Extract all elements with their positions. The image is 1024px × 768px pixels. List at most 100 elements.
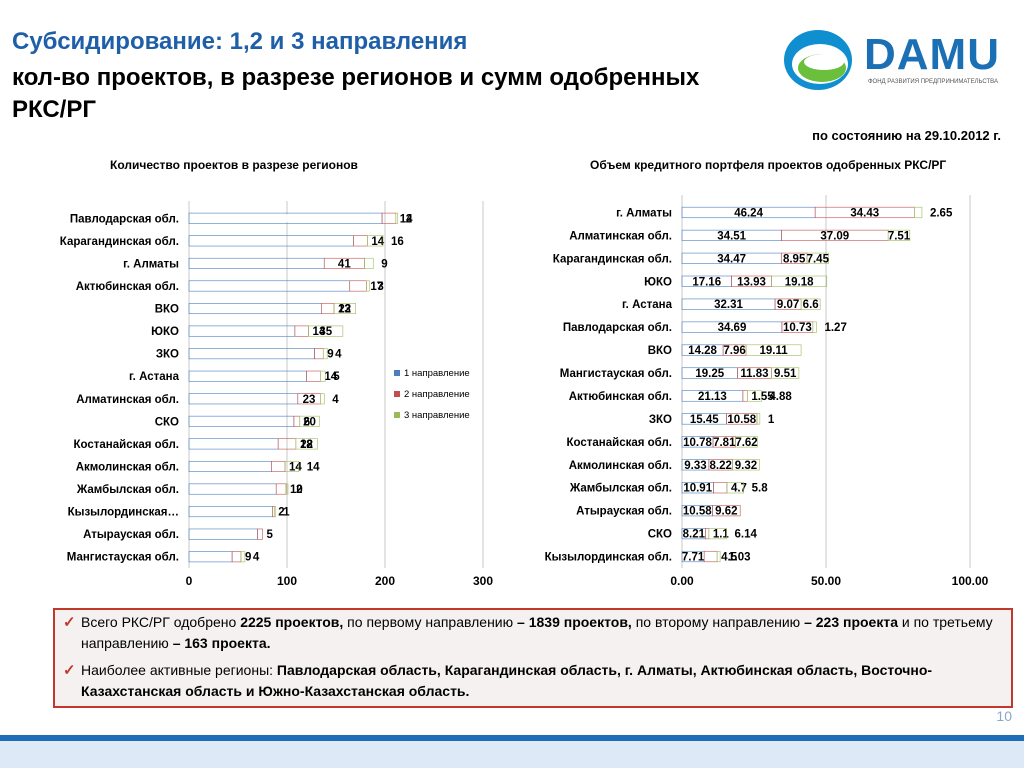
c1-data-label: 135 (246, 304, 266, 316)
logo-wordmark: DAMU (864, 30, 1000, 79)
c1-data-label: 4 (253, 552, 260, 564)
c1-bar (349, 280, 367, 292)
c1-data-label: 23 (303, 394, 316, 406)
logo-emblem-icon (784, 30, 852, 90)
c1-bar (240, 551, 246, 563)
c1-data-label: 84 (224, 461, 237, 473)
c1-data-label: 14 (400, 213, 413, 225)
c1-data-label: 9 (381, 258, 387, 270)
c2-data-label: 7.62 (735, 437, 757, 449)
c2-data-label: 8.22 (710, 460, 732, 472)
c2-bar (812, 321, 817, 333)
c1-data-label: 4 (335, 349, 342, 361)
c1-bar (366, 280, 370, 292)
summary-bullet-2: ✓ Наиболее активные регионы: Павлодарска… (63, 660, 1001, 702)
c2-data-label: 1.27 (824, 322, 846, 334)
c1-category-label: г. Алматы (123, 258, 179, 270)
c1-data-label: 2 (406, 213, 412, 225)
c2-data-label: 19.25 (695, 368, 724, 380)
c1-data-label: 111 (234, 394, 253, 406)
c1-category-label: Мангистауская обл. (67, 552, 179, 564)
c1-data-label: 5 (267, 529, 274, 541)
c1-data-label: 2 (278, 507, 284, 519)
c1-tick-label: 100 (277, 574, 297, 588)
c1-category-label: Алматинская обл. (76, 394, 179, 406)
c2-data-label: 37.09 (820, 230, 849, 242)
c2-bar (914, 206, 923, 219)
summary-bullet-1: ✓ Всего РКС/РГ одобрено 2225 проектов, п… (63, 612, 1001, 654)
c2-bar (806, 252, 829, 264)
c1-data-label: 14 (324, 371, 337, 383)
c2-bar (726, 482, 744, 494)
c2-data-label: 7.81 (713, 437, 736, 449)
c1-data-label: 18 (300, 439, 313, 451)
c2-data-label: 34.69 (718, 322, 747, 334)
c2-data-label: 1 (768, 414, 775, 426)
c2-bar (713, 482, 728, 494)
c2-data-label: 4.88 (769, 391, 792, 403)
page-subtitle: кол-во проектов, в разрезе регионов и су… (12, 64, 700, 123)
c2-category-label: ЮКО (644, 276, 672, 288)
active-regions: Павлодарская область, Карагандинская обл… (81, 662, 933, 699)
c1-category-label: СКО (155, 416, 179, 428)
c1-category-label: Атырауская обл. (83, 529, 179, 541)
c2-bar (771, 367, 800, 379)
c1-data-label: 120 (238, 371, 257, 383)
c2-data-label: 9.62 (715, 506, 737, 518)
c2-category-label: Мангистауская обл. (560, 368, 672, 380)
c1-data-label: 197 (276, 213, 295, 225)
c2-tick-label: 100.00 (952, 574, 989, 588)
chart1-title: Количество проектов в разрезе регионов (110, 158, 358, 172)
c2-category-label: Атырауская обл. (576, 506, 672, 518)
c1-data-label: 20 (303, 416, 316, 428)
c2-bar (716, 550, 721, 563)
c2-data-label: 7.51 (888, 230, 911, 242)
c2-category-label: ЗКО (649, 414, 672, 426)
c2-bar (735, 436, 758, 448)
c2-data-label: 9.32 (735, 460, 757, 472)
summary-box: ✓ Всего РКС/РГ одобрено 2225 проектов, п… (53, 608, 1013, 708)
c1-data-label: 44 (204, 552, 217, 564)
c2-bar (712, 505, 741, 517)
c2-data-label: 1.1 (713, 529, 730, 541)
loan-portfolio-chart: 0.00 50.00 100.00 г. Алматы 46.24 34.43 2.65 Ал… (545, 195, 989, 588)
c1-bar (271, 460, 286, 472)
c2-data-label: 14.28 (688, 345, 717, 357)
c1-data-label: 138 (247, 258, 267, 270)
logo-subtext: ФОНД РАЗВИТИЯ ПРЕДПРИНИМАТЕЛЬСТВА (868, 79, 998, 85)
c2-data-label: 8.95 (783, 253, 806, 265)
c2-data-label: 19.11 (759, 345, 788, 357)
c2-bar (771, 275, 828, 287)
c1-bar (320, 370, 326, 382)
c1-data-label: 2 (296, 484, 302, 496)
c1-data-label: 9 (327, 349, 333, 361)
c1-bar (381, 212, 397, 224)
c1-data-label: 5 (333, 371, 340, 383)
c1-tick-label: 0 (186, 574, 193, 588)
damu-logo: DAMU ФОНД РАЗВИТИЯ ПРЕДПРИНИМАТЕЛЬСТВА (778, 18, 1008, 102)
c1-category-label: Карагандинская обл. (60, 236, 179, 248)
c1-bar (306, 370, 321, 382)
c2-category-label: Алматинская обл. (569, 230, 672, 242)
summary-text: Всего РКС/РГ одобрено (81, 614, 241, 630)
page-title: Субсидирование: 1,2 и 3 направления (12, 28, 468, 55)
c1-category-label: ЗКО (156, 349, 179, 361)
c1-category-label: ЮКО (151, 326, 179, 338)
c2-data-label: 10.78 (683, 437, 712, 449)
c1-data-label: 17 (370, 281, 383, 293)
c2-data-label: 21.13 (698, 391, 727, 403)
c2-data-label: 34.51 (717, 230, 746, 242)
c2-category-label: Актюбинская обл. (569, 391, 672, 403)
c2-data-label: 7.71 (682, 552, 705, 564)
c2-data-label: 10.73 (783, 322, 812, 334)
c1-category-label: г. Астана (129, 371, 180, 383)
c1-bar (320, 303, 335, 315)
c2-bar (756, 413, 761, 425)
c1-bar (308, 325, 344, 337)
c1-data-label: 3 (377, 281, 383, 293)
c1-data-label: 35 (319, 326, 332, 338)
summary-text: и по третьему направлению (81, 614, 993, 651)
c2-bar (708, 528, 727, 540)
c2-data-label: 32.31 (714, 299, 743, 311)
